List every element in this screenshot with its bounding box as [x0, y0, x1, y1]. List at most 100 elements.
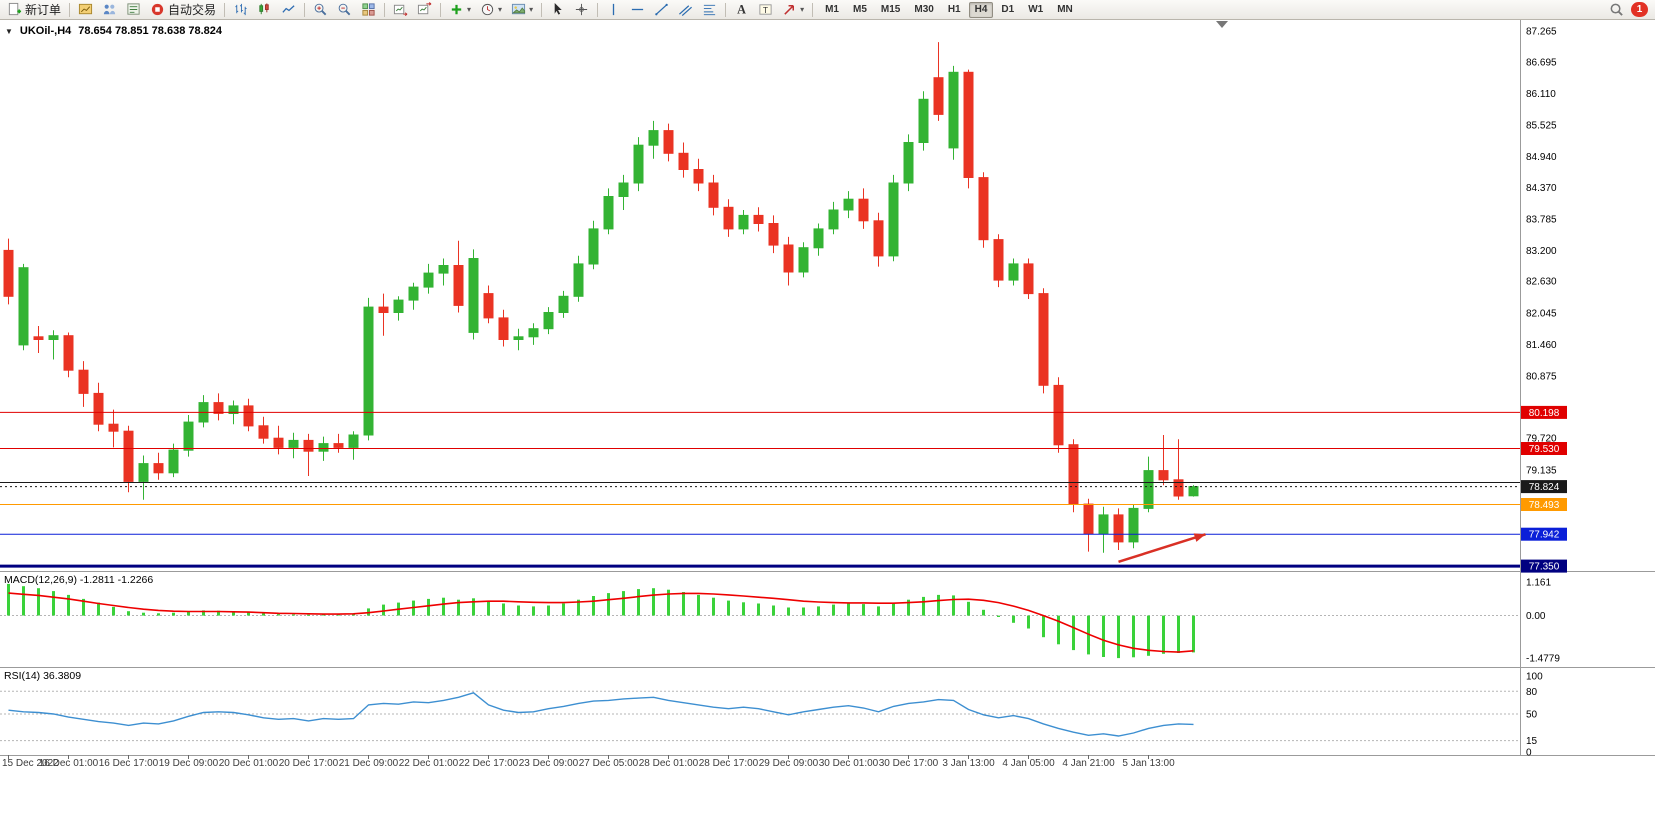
- one-click-trading-toggle[interactable]: ▼: [5, 26, 13, 36]
- label-button[interactable]: T: [754, 1, 777, 19]
- auto-scroll-button[interactable]: [389, 1, 412, 19]
- crosshair-icon: [575, 3, 588, 16]
- text-button[interactable]: A: [730, 1, 753, 19]
- vertical-line-button[interactable]: [602, 1, 625, 19]
- profiles-icon: [103, 4, 116, 15]
- time-axis-label: 4 Jan 05:00: [1002, 758, 1055, 769]
- time-axis-label: 3 Jan 13:00: [942, 758, 995, 769]
- rsi-axis-label: 80: [1526, 687, 1538, 698]
- candlestick-chart-icon: [259, 3, 269, 15]
- channel-icon: [679, 5, 693, 17]
- search-button[interactable]: [1605, 1, 1628, 19]
- dropdown-arrow-icon: ▾: [529, 4, 534, 14]
- svg-text:77.942: 77.942: [1529, 530, 1560, 541]
- price-axis-label: 81.460: [1526, 340, 1557, 351]
- time-axis-label: 19 Dec 09:00: [159, 758, 219, 769]
- templates-button[interactable]: ▾: [507, 1, 537, 19]
- periods-button[interactable]: ▾: [476, 1, 506, 19]
- zoom-out-icon: [338, 3, 351, 16]
- periods-clock-icon: [481, 3, 494, 16]
- timeframe-D1[interactable]: D1: [995, 2, 1020, 18]
- toolbar-separator: [304, 2, 306, 17]
- market-watch-button[interactable]: [122, 1, 145, 19]
- timeframe-W1[interactable]: W1: [1022, 2, 1049, 18]
- horizontal-line-icon: [631, 8, 644, 11]
- price-tag: 78.493: [1521, 498, 1567, 511]
- rsi-axis-label: 0: [1526, 748, 1532, 759]
- toolbar-separator: [224, 2, 226, 17]
- tile-windows-button[interactable]: [357, 1, 380, 19]
- new-chart-button[interactable]: [74, 1, 97, 19]
- chart-background: [0, 20, 1655, 822]
- time-axis-label: 28 Dec 17:00: [699, 758, 759, 769]
- zoom-in-button[interactable]: [309, 1, 332, 19]
- chart-shift-marker[interactable]: [1216, 21, 1228, 28]
- timeframe-H1[interactable]: H1: [942, 2, 967, 18]
- timeframe-H4[interactable]: H4: [968, 1, 994, 18]
- svg-text:80.198: 80.198: [1529, 408, 1560, 419]
- macd-panel: [0, 583, 1520, 659]
- profiles-button[interactable]: [98, 1, 121, 19]
- timeframe-M15[interactable]: M15: [875, 2, 906, 18]
- price-scale[interactable]: 87.265 86.695 86.110 85.525 84.940 84.370 83.7…: [1521, 27, 1567, 759]
- time-axis-label: 27 Dec 05:00: [579, 758, 639, 769]
- bar-chart-icon: [235, 3, 247, 16]
- new-order-icon: [8, 2, 22, 16]
- chart-shift-icon: [417, 2, 432, 15]
- price-axis-label: 84.370: [1526, 183, 1557, 194]
- trendline-icon: [655, 3, 668, 16]
- price-axis-label: 82.045: [1526, 308, 1557, 319]
- chart-window: 87.265 86.695 86.110 85.525 84.940 84.370 83.7…: [0, 20, 1655, 822]
- rsi-label: RSI(14) 36.3809: [4, 670, 82, 682]
- time-axis-label: 20 Dec 01:00: [219, 758, 279, 769]
- rsi-axis-label: 100: [1526, 672, 1543, 683]
- toolbar-separator: [725, 2, 727, 17]
- arrows-icon: [784, 5, 795, 15]
- trend-arrow-annotation[interactable]: [1118, 533, 1206, 564]
- price-tag: 78.824: [1521, 480, 1567, 494]
- new-order-button[interactable]: 新订单: [3, 1, 65, 19]
- price-axis-label: 84.940: [1526, 152, 1557, 163]
- new-order-label: 新订单: [25, 3, 62, 17]
- text-icon: A: [737, 3, 746, 17]
- cursor-button[interactable]: [546, 1, 569, 19]
- macd-axis-label: 1.161: [1526, 578, 1551, 589]
- crosshair-button[interactable]: [570, 1, 593, 19]
- label-icon: T: [759, 4, 772, 15]
- arrows-button[interactable]: ▾: [778, 1, 808, 19]
- time-axis-label: 28 Dec 01:00: [639, 758, 699, 769]
- chart-canvas[interactable]: 87.265 86.695 86.110 85.525 84.940 84.370 83.7…: [0, 20, 1655, 822]
- price-tag: 77.942: [1521, 527, 1567, 541]
- svg-text:78.493: 78.493: [1529, 500, 1560, 511]
- timeframe-M1[interactable]: M1: [819, 2, 845, 18]
- zoom-in-icon: [314, 3, 327, 16]
- autotrade-button[interactable]: 自动交易: [146, 1, 220, 19]
- chart-shift-button[interactable]: [413, 1, 436, 19]
- rsi-panel: [0, 690, 1520, 742]
- notifications-badge[interactable]: 1: [1631, 2, 1648, 17]
- channel-button[interactable]: [674, 1, 697, 19]
- auto-scroll-icon: [393, 4, 408, 16]
- toolbar-separator: [69, 2, 71, 17]
- fibonacci-button[interactable]: [698, 1, 721, 19]
- zoom-out-button[interactable]: [333, 1, 356, 19]
- candlestick-chart-button[interactable]: [253, 1, 276, 19]
- timeframe-MN[interactable]: MN: [1051, 2, 1079, 18]
- line-chart-button[interactable]: [277, 1, 300, 19]
- timeframe-M5[interactable]: M5: [847, 2, 873, 18]
- indicators-button[interactable]: ▾: [445, 1, 475, 19]
- bar-chart-button[interactable]: [229, 1, 252, 19]
- price-axis-label: 87.265: [1526, 27, 1557, 38]
- price-tag: 77.350: [1521, 559, 1567, 573]
- svg-text:A: A: [737, 3, 746, 17]
- timeframe-M30[interactable]: M30: [908, 2, 939, 18]
- time-axis-label: 16 Dec 17:00: [99, 758, 159, 769]
- rsi-axis-label: 15: [1526, 736, 1538, 747]
- time-axis-label: 4 Jan 21:00: [1062, 758, 1115, 769]
- time-axis-label: 22 Dec 01:00: [399, 758, 459, 769]
- line-chart-icon: [282, 5, 295, 13]
- horizontal-line-button[interactable]: [626, 1, 649, 19]
- macd-axis-label: -1.4779: [1526, 654, 1560, 665]
- trendline-button[interactable]: [650, 1, 673, 19]
